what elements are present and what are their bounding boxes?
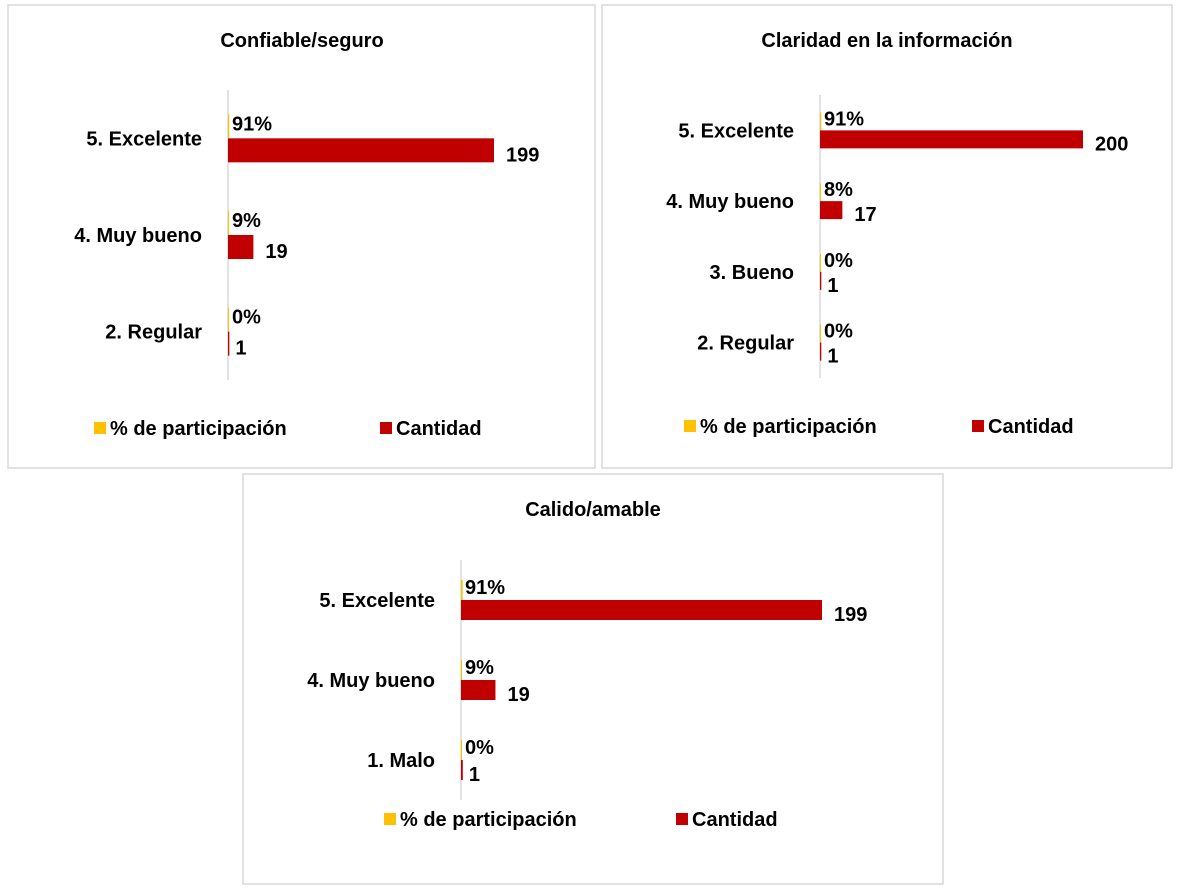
value-label: 9% — [465, 657, 494, 679]
bar — [228, 114, 230, 139]
bar — [820, 342, 822, 361]
value-label: 91% — [465, 577, 505, 599]
bar — [228, 138, 494, 163]
chart-frame — [7, 4, 596, 469]
value-label: 199 — [834, 604, 867, 626]
legend-label: % de participación — [110, 418, 287, 440]
legend-label: % de participación — [700, 416, 877, 438]
value-label: 199 — [506, 144, 539, 166]
bar — [820, 112, 822, 131]
category-label: 4. Muy bueno — [307, 670, 435, 692]
value-label: 17 — [854, 204, 876, 226]
chart-title: Claridad en la información — [761, 30, 1012, 52]
bar — [228, 307, 229, 332]
bar — [228, 331, 230, 356]
chart-frame — [601, 4, 1173, 469]
bar — [820, 183, 821, 202]
category-label: 5. Excelente — [319, 590, 435, 612]
value-label: 1 — [827, 346, 838, 368]
value-label: 0% — [232, 307, 261, 329]
value-label: 0% — [824, 250, 853, 272]
chart-title: Confiable/seguro — [220, 30, 383, 52]
chart-title: Calido/amable — [525, 499, 661, 521]
category-label: 4. Muy bueno — [74, 225, 202, 247]
legend-swatch — [94, 422, 106, 434]
legend-label: Cantidad — [692, 809, 778, 831]
legend-swatch — [384, 813, 396, 825]
value-label: 1 — [827, 275, 838, 297]
category-label: 4. Muy bueno — [666, 191, 794, 213]
legend-swatch — [676, 813, 688, 825]
value-label: 1 — [235, 338, 246, 360]
bar — [461, 740, 462, 760]
bar — [820, 253, 821, 272]
legend-swatch — [380, 422, 392, 434]
legend-label: % de participación — [400, 809, 577, 831]
bar — [461, 600, 822, 620]
bar — [461, 680, 496, 700]
bar — [461, 580, 463, 600]
bar — [228, 235, 254, 259]
value-label: 91% — [232, 113, 272, 135]
category-label: 5. Excelente — [86, 128, 202, 150]
category-label: 2. Regular — [697, 333, 794, 355]
bar — [820, 271, 822, 290]
value-label: 19 — [507, 684, 529, 706]
value-label: 91% — [824, 108, 864, 130]
value-label: 8% — [824, 179, 853, 201]
bar — [820, 324, 821, 343]
category-label: 2. Regular — [105, 322, 202, 344]
legend-label: Cantidad — [396, 418, 482, 440]
legend-label: Cantidad — [988, 416, 1074, 438]
category-label: 5. Excelente — [678, 120, 794, 142]
value-label: 200 — [1095, 133, 1128, 155]
value-label: 1 — [469, 764, 480, 786]
category-label: 1. Malo — [367, 750, 435, 772]
bar — [461, 760, 463, 780]
value-label: 9% — [232, 210, 261, 232]
legend-swatch — [972, 420, 984, 432]
bar — [461, 660, 462, 680]
category-label: 3. Bueno — [710, 262, 794, 284]
bar — [820, 201, 843, 220]
bar — [820, 130, 1083, 149]
chart-frame — [242, 473, 944, 885]
value-label: 19 — [265, 241, 287, 263]
value-label: 0% — [824, 321, 853, 343]
value-label: 0% — [465, 737, 494, 759]
legend-swatch — [684, 420, 696, 432]
bar — [228, 211, 229, 235]
